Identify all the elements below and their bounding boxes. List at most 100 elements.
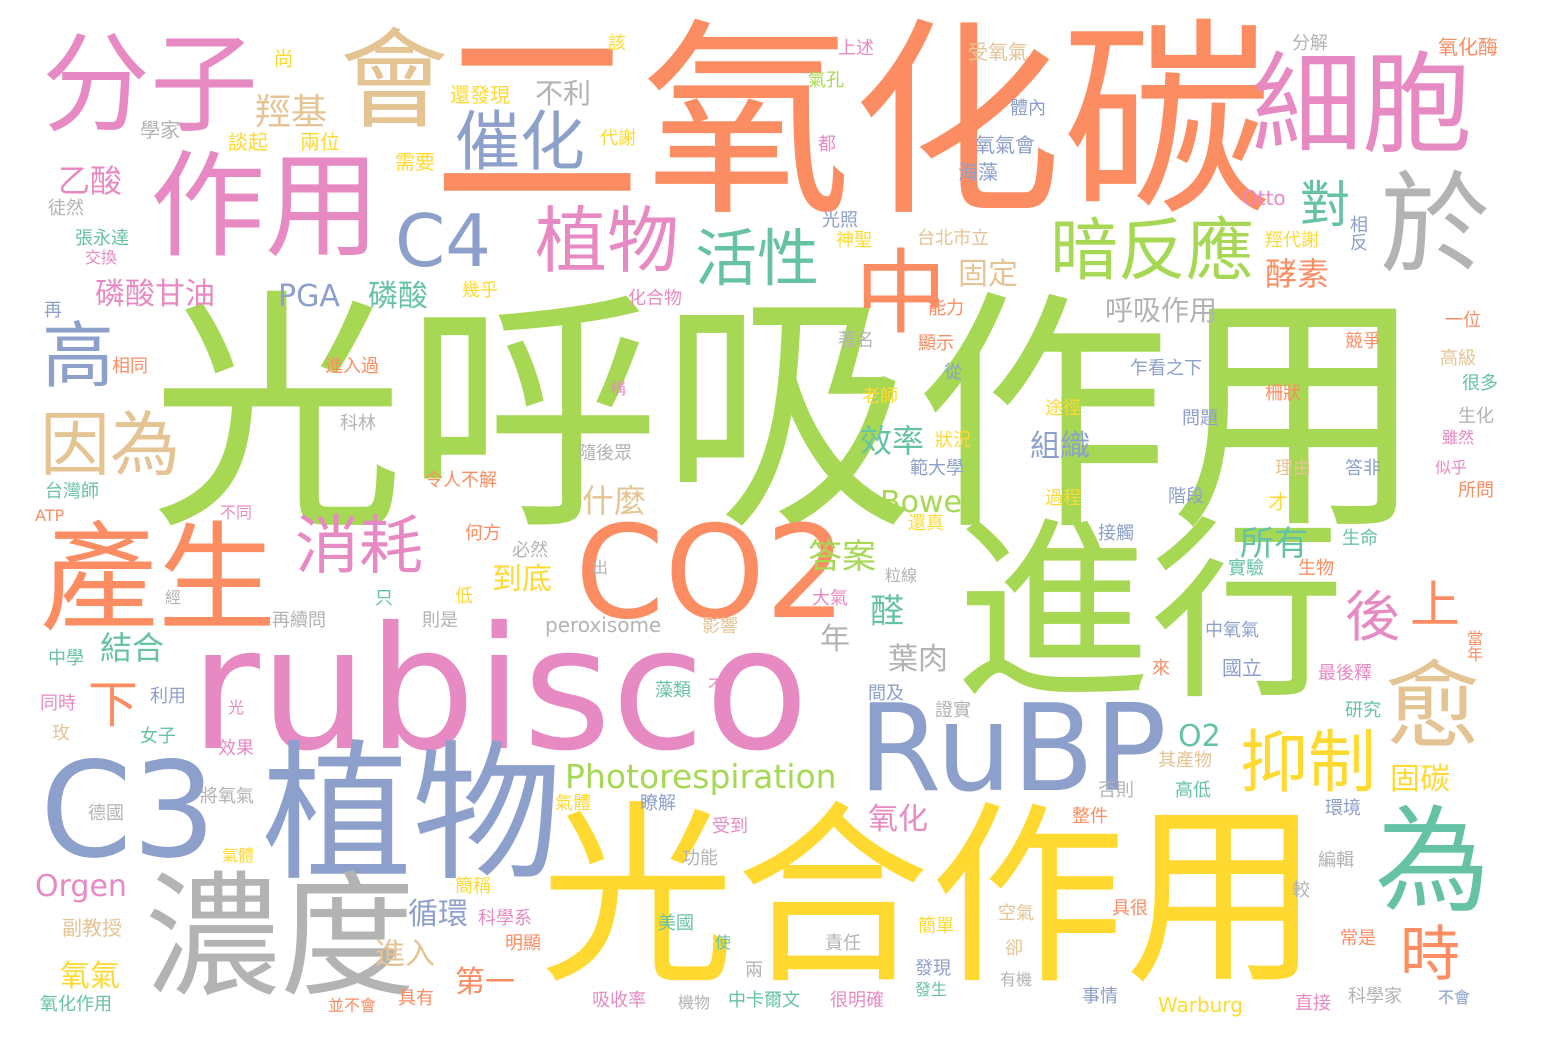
word: 出 — [592, 558, 609, 577]
word: 二氧化碳 — [432, 0, 1273, 245]
word: 較 — [1292, 880, 1310, 901]
word: 組織 — [1030, 429, 1090, 464]
word: CO2 — [575, 499, 847, 648]
word: 同時 — [40, 693, 76, 714]
word: 都 — [815, 134, 836, 152]
word: Orgen — [35, 869, 127, 904]
word: 上述 — [838, 38, 874, 59]
word: 能力 — [928, 298, 964, 319]
word: 研究 — [1345, 700, 1381, 721]
word: Bowes — [880, 485, 978, 520]
word: C3 — [40, 734, 217, 888]
word: 機物 — [678, 993, 711, 1012]
word: 氧化酶 — [1438, 35, 1498, 59]
word: 相反 — [1347, 215, 1368, 251]
word: 似乎 — [1435, 458, 1468, 477]
word: 整件 — [1072, 806, 1108, 827]
word: C4 — [395, 199, 492, 283]
word: 才 — [1268, 490, 1288, 514]
word: 編輯 — [1318, 850, 1354, 871]
word: 最後釋 — [1318, 663, 1372, 684]
word: 效果 — [218, 738, 254, 759]
word: 理由 — [1275, 458, 1311, 479]
word: 濃度 — [145, 859, 415, 1016]
word: 植物 — [262, 728, 563, 902]
word: 氣體 — [222, 846, 255, 865]
word: 科林 — [340, 413, 376, 434]
word: 著名 — [838, 330, 874, 351]
word: O2 — [1178, 719, 1221, 754]
word: 年 — [820, 622, 850, 657]
word: 固碳 — [1390, 762, 1450, 797]
word: 高 — [42, 314, 115, 398]
word: 科學系 — [478, 908, 532, 929]
word: 不利 — [535, 77, 592, 110]
word: 於 — [1380, 161, 1490, 289]
word: 尚 — [270, 48, 294, 68]
word: 海藻 — [958, 160, 998, 184]
word: 暗反應 — [1050, 212, 1255, 291]
word: 玫 — [52, 723, 70, 744]
word: 酵素 — [1265, 255, 1330, 293]
word: 分解 — [1292, 33, 1328, 54]
word: 科學家 — [1348, 986, 1402, 1007]
word: 有機 — [1000, 970, 1033, 989]
word: 羥代謝 — [1265, 230, 1319, 251]
word: 神聖 — [836, 230, 872, 251]
word: 發現 — [915, 958, 951, 979]
word: 氧氣 — [60, 959, 120, 994]
word: 事情 — [1082, 986, 1118, 1007]
word: 功能 — [682, 848, 718, 869]
word: 簡單 — [918, 916, 954, 937]
word: 後 — [1345, 585, 1401, 649]
word: 從 — [941, 362, 962, 380]
word: 相同 — [112, 356, 148, 377]
word: 需要 — [395, 150, 435, 174]
word: 藻類 — [655, 680, 691, 701]
word: 固定 — [958, 257, 1018, 292]
word: 女子 — [140, 726, 176, 747]
word: 氧化 — [868, 802, 928, 837]
word: 只 — [375, 588, 393, 609]
word: 德國 — [88, 803, 124, 824]
word: 第一 — [455, 965, 515, 1000]
word: 進行 — [955, 499, 1345, 726]
word: 生化 — [1458, 406, 1494, 427]
word: PGA — [278, 279, 340, 314]
word: 徒然 — [48, 198, 84, 219]
word: 受到 — [712, 816, 748, 837]
word: 影響 — [702, 616, 738, 637]
word: 美國 — [658, 913, 694, 934]
word: 磷酸 — [368, 279, 428, 314]
word: 雖然 — [1442, 428, 1475, 447]
word: 柵狀 — [1265, 383, 1301, 404]
word: 證實 — [935, 700, 971, 721]
word: 空氣 — [998, 903, 1034, 924]
word: 明顯 — [505, 933, 541, 954]
word: 不會 — [1438, 988, 1471, 1007]
word: 談起 — [228, 130, 268, 154]
word: 高低 — [1175, 780, 1211, 801]
word: 答案 — [808, 537, 876, 577]
word: 則是 — [422, 610, 458, 631]
word: peroxisome — [545, 613, 662, 637]
word: 效率 — [860, 422, 925, 460]
word: 磷酸甘油 — [95, 277, 215, 312]
word: 階段 — [1168, 486, 1204, 507]
word: 代謝 — [600, 128, 636, 149]
word: 使 — [715, 933, 732, 952]
word: 來 — [1152, 658, 1170, 679]
word: 隨後眾 — [578, 443, 632, 464]
word: rubisco — [190, 591, 809, 789]
word: 過程 — [1045, 488, 1081, 509]
word: 生物 — [1298, 558, 1334, 579]
word: 乍看之下 — [1130, 358, 1202, 379]
word: 循環 — [408, 897, 468, 932]
word: 副教授 — [62, 916, 122, 940]
word: 常是 — [1340, 928, 1376, 949]
word: 具有 — [398, 988, 434, 1009]
word: 會 — [340, 19, 449, 144]
word: 還真 — [908, 513, 944, 534]
word: 進入過 — [325, 356, 379, 377]
word: 不同 — [220, 503, 253, 522]
